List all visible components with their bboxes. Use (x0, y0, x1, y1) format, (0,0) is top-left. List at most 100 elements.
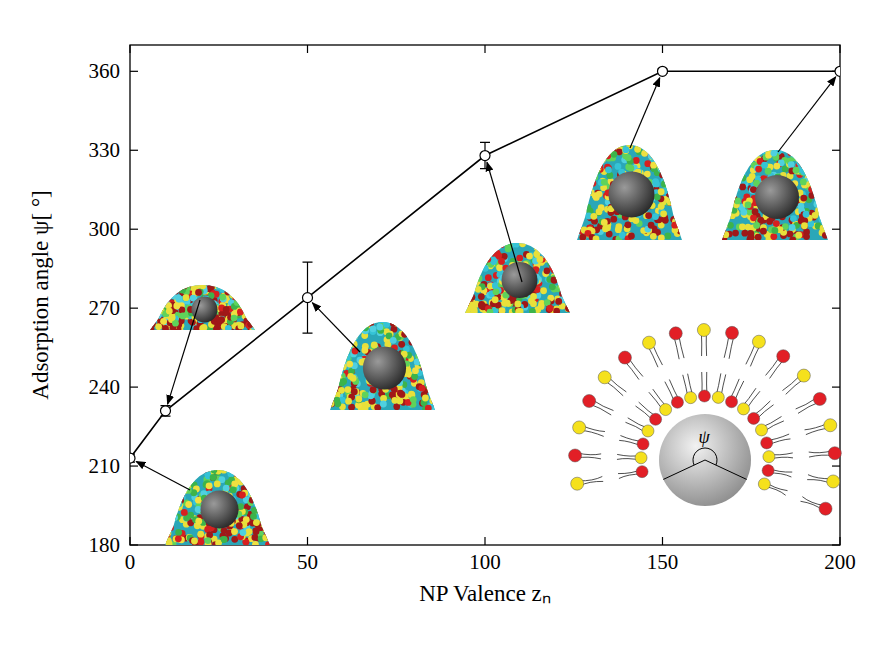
inset-bead (807, 155, 814, 162)
inset-bead (677, 222, 684, 229)
inset-bead (798, 153, 805, 160)
inset-bead (237, 295, 244, 302)
inset-bead (348, 328, 355, 335)
inset-bead (519, 240, 526, 247)
inset-bead (175, 529, 182, 536)
inset-bead (677, 188, 684, 195)
error-bar (161, 406, 171, 417)
inset-bead (169, 514, 176, 521)
inset-bead (334, 353, 341, 360)
inset-bead (262, 471, 269, 478)
inset-bead (549, 241, 556, 248)
inset-bead (393, 403, 400, 410)
inset-bead (577, 184, 584, 191)
inset-bead (230, 486, 237, 493)
inset-bead (665, 167, 672, 174)
inset-bead (493, 288, 500, 295)
inset-bead (251, 483, 258, 490)
inset-bead (231, 528, 238, 535)
inset-bead (398, 341, 405, 348)
inset-bead (329, 369, 336, 376)
inset-bead (811, 183, 818, 190)
inset-bead (362, 324, 369, 331)
inset-bead (245, 467, 252, 474)
inset-bead (528, 298, 535, 305)
inset-bead (801, 155, 808, 162)
inset-bead (651, 145, 658, 152)
inset-bead (225, 285, 232, 292)
inset-bead (741, 230, 748, 237)
inset-bead (750, 214, 757, 221)
inset-bead (355, 396, 362, 403)
inset-bead (221, 536, 228, 543)
inset-bead (470, 281, 477, 288)
inset-bead (262, 534, 269, 541)
inset-bead (211, 467, 218, 474)
inset-bead (813, 160, 820, 167)
inset-bead (560, 276, 567, 283)
x-tick (307, 537, 308, 545)
inset-bead (238, 467, 245, 474)
inset-bead (730, 173, 737, 180)
inset-bead (765, 168, 772, 175)
inset-bead (249, 304, 256, 311)
inset-bead (499, 307, 506, 314)
inset-bead (414, 359, 421, 366)
inset-bead (549, 254, 556, 261)
inset-bead (474, 244, 481, 251)
inset-bead (182, 477, 189, 484)
y-tick (130, 150, 138, 151)
inset-bead (242, 283, 249, 290)
inset-bead (732, 156, 739, 163)
inset-bg (465, 243, 570, 313)
inset-bead (425, 382, 432, 389)
inset-bead (216, 283, 223, 290)
inset-bead (224, 289, 231, 296)
inset-bead (814, 201, 821, 208)
inset-bead (234, 299, 241, 306)
inset-bead (801, 223, 808, 230)
inset-bead (265, 482, 272, 489)
inset-bead (328, 387, 335, 394)
inset-bead (261, 501, 268, 508)
inset-bead (374, 404, 381, 411)
inset-bead (238, 298, 245, 305)
inset-bead (672, 176, 679, 183)
inset-nanoparticle (755, 175, 799, 219)
inset-bead (592, 156, 599, 163)
inset-bead (478, 293, 485, 300)
inset-bead (264, 522, 271, 529)
inset-bead (228, 471, 235, 478)
inset-bead (172, 468, 179, 475)
inset-bead (803, 233, 810, 240)
inset-bead (226, 467, 233, 474)
inset-bead (563, 241, 570, 248)
inset-bead (802, 153, 809, 160)
inset-bead (423, 352, 430, 359)
inset-bead (466, 260, 473, 267)
inset-bead (790, 215, 797, 222)
inset-bead (370, 325, 377, 332)
inset-bead (580, 172, 587, 179)
inset-bead (247, 293, 254, 300)
inset-bead (333, 343, 340, 350)
inset-bead (263, 518, 270, 525)
inset-bead (473, 263, 480, 270)
inset-bead (155, 312, 162, 319)
inset-bead (247, 321, 254, 328)
inset-bead (789, 237, 796, 244)
inset-bead (498, 241, 505, 248)
y-axis-title: Adsorption angle ψ[ °] (28, 190, 53, 399)
inset-bead (229, 292, 236, 299)
inset-bead (721, 157, 728, 164)
error-bar (303, 262, 313, 333)
inset-bead (669, 185, 676, 192)
inset-snapshot (327, 319, 439, 413)
inset-bead (147, 297, 154, 304)
inset-bead (431, 385, 438, 392)
inset-bead (652, 178, 659, 185)
inset-bead (165, 530, 172, 537)
inset-bead (426, 379, 433, 386)
inset-bead (191, 538, 198, 545)
inset-bead (242, 288, 249, 295)
